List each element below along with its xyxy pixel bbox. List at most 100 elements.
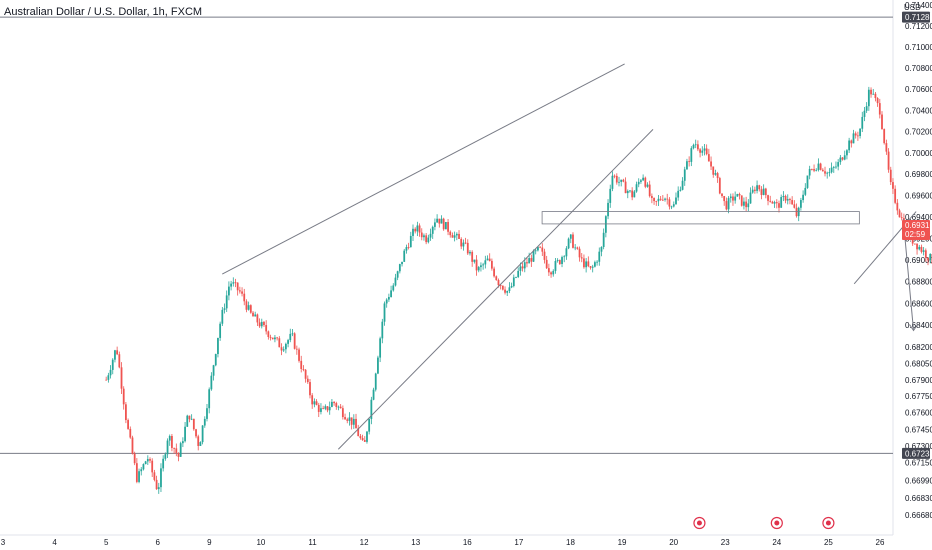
price-tick-label: 0.70800 xyxy=(905,64,932,73)
candle-body xyxy=(164,454,167,459)
support-price-tag: 0.67233 xyxy=(902,447,932,459)
candle-body xyxy=(830,167,833,173)
candle-body xyxy=(245,301,248,310)
candle-body xyxy=(743,201,745,206)
current-price-label: 0.69316 xyxy=(905,221,932,230)
candle-body xyxy=(517,270,520,278)
support-price-label: 0.67233 xyxy=(905,449,932,458)
candle-body xyxy=(556,260,559,262)
candle-body xyxy=(188,415,191,420)
candle-body xyxy=(613,175,616,177)
candle-body xyxy=(173,447,176,449)
candle-body xyxy=(352,418,355,425)
candle-body xyxy=(920,246,923,252)
candle-body xyxy=(806,175,809,188)
candle-body xyxy=(583,258,585,268)
price-tick-label: 0.69000 xyxy=(905,256,932,265)
candle-body xyxy=(324,406,327,409)
candle-body xyxy=(782,195,785,198)
candle-body xyxy=(870,89,872,95)
candle-body xyxy=(490,260,493,269)
upper-trend-line xyxy=(222,63,625,275)
candle-body xyxy=(109,369,112,376)
horizontal-levels xyxy=(0,16,893,454)
candle-body xyxy=(289,333,292,341)
candle-body xyxy=(370,399,373,419)
candle-body xyxy=(287,340,289,344)
candle-body xyxy=(238,290,241,292)
candle-body xyxy=(600,246,603,252)
candle-body xyxy=(736,193,739,197)
candle-body xyxy=(593,262,596,267)
candle-body xyxy=(407,247,410,248)
candle-body xyxy=(254,314,257,317)
candle-body xyxy=(740,195,743,206)
candle-body xyxy=(800,200,802,208)
candle-body xyxy=(458,233,460,239)
candle-body xyxy=(769,200,772,202)
candle-body xyxy=(872,93,875,95)
candle-body xyxy=(337,406,340,408)
candle-body xyxy=(346,419,349,421)
candle-body xyxy=(677,190,680,198)
candle-body xyxy=(661,199,664,201)
candle-body xyxy=(300,360,303,370)
candle-body xyxy=(659,198,662,200)
candle-body xyxy=(826,172,829,174)
candle-body xyxy=(558,260,561,264)
candle-body xyxy=(379,338,382,358)
price-tick-label: 0.68600 xyxy=(905,299,932,308)
candle-body xyxy=(249,305,252,313)
candle-body xyxy=(350,417,353,425)
price-tick-label: 0.70200 xyxy=(905,128,932,137)
candle-body xyxy=(841,157,844,160)
candle-body xyxy=(690,148,693,162)
candle-body xyxy=(791,200,794,205)
candle-body xyxy=(280,347,283,351)
candle-body xyxy=(322,408,325,410)
candle-body xyxy=(843,155,846,160)
candle-body xyxy=(392,285,395,291)
candle-body xyxy=(212,365,215,376)
candle-body xyxy=(455,233,458,236)
candle-body xyxy=(523,262,526,269)
price-tick-label: 0.69400 xyxy=(905,213,932,222)
economic-events[interactable] xyxy=(693,516,835,530)
candle-body xyxy=(256,314,259,323)
candle-body xyxy=(416,225,419,232)
candle-body xyxy=(149,459,151,461)
candle-body xyxy=(644,177,647,187)
candle-body xyxy=(686,161,688,170)
candle-body xyxy=(274,337,276,340)
candle-body xyxy=(381,321,384,339)
candle-body xyxy=(453,235,456,238)
candle-body xyxy=(107,375,110,380)
time-tick-label: 9 xyxy=(207,538,212,547)
time-tick-label: 20 xyxy=(669,538,678,547)
candle-body xyxy=(760,189,763,195)
candle-body xyxy=(414,228,417,232)
time-tick-label: 12 xyxy=(360,538,369,547)
candle-body xyxy=(234,282,237,284)
candle-body xyxy=(622,179,625,182)
candle-body xyxy=(929,254,932,261)
candle-body xyxy=(846,150,848,156)
candle-body xyxy=(341,408,344,418)
candle-body xyxy=(219,323,222,338)
candle-body xyxy=(640,180,642,182)
candle-body xyxy=(916,243,918,250)
candle-body xyxy=(734,196,737,201)
candle-body xyxy=(633,191,636,198)
candle-body xyxy=(817,163,820,170)
candle-body xyxy=(885,143,888,152)
candle-body xyxy=(552,270,555,275)
candle-body xyxy=(363,440,366,442)
candle-body xyxy=(598,251,601,262)
candle-body xyxy=(284,343,287,350)
bar-countdown-label: 02:59 xyxy=(905,230,926,239)
candle-body xyxy=(317,404,320,412)
candle-body xyxy=(506,290,509,293)
candle-body xyxy=(166,440,169,455)
candle-body xyxy=(427,237,430,243)
